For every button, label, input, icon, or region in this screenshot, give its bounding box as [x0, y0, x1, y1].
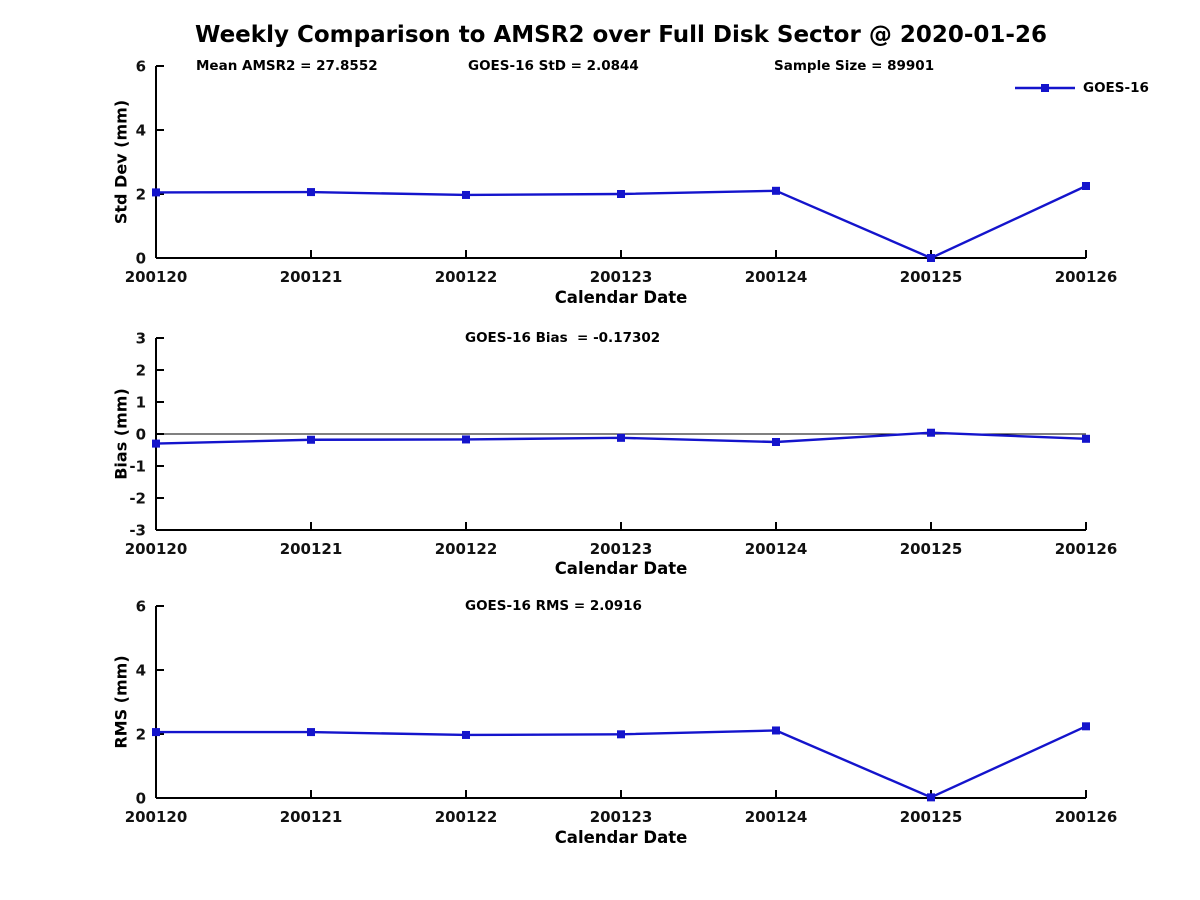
- x-tick-label: 200121: [280, 540, 343, 558]
- y-tick-label: 3: [136, 330, 146, 348]
- x-tick-label: 200124: [745, 808, 808, 826]
- x-axis-label-bias: Calendar Date: [554, 559, 688, 578]
- y-tick-label: -3: [129, 522, 146, 540]
- x-axis-label-rms: Calendar Date: [554, 828, 688, 847]
- x-tick-label: 200126: [1055, 540, 1118, 558]
- y-tick-label: 2: [136, 726, 146, 744]
- x-tick-label: 200126: [1055, 808, 1118, 826]
- data-point-marker: [1082, 182, 1090, 190]
- data-point-marker: [307, 728, 315, 737]
- x-tick-label: 200124: [745, 540, 808, 558]
- figure-title: Weekly Comparison to AMSR2 over Full Dis…: [195, 22, 1047, 48]
- stat-annotation-goes16-std: GOES-16 StD = 2.0844: [468, 58, 639, 74]
- x-tick-label: 200125: [900, 268, 963, 286]
- y-tick-label: 4: [136, 662, 146, 680]
- subplot-rms: 0 2 4 6 200120 200121 200122 200123 200124 200125…: [125, 598, 1118, 827]
- data-point-marker: [617, 730, 625, 739]
- y-tick-label: 6: [136, 598, 146, 616]
- x-tick-label: 200121: [280, 808, 343, 826]
- data-point-marker: [462, 190, 470, 199]
- x-tick-label: 200120: [125, 808, 188, 826]
- x-tick-label: 200120: [125, 268, 188, 286]
- x-tick-label: 200125: [900, 808, 963, 826]
- x-tick-label: 200122: [435, 268, 498, 286]
- x-tick-label: 200126: [1055, 268, 1118, 286]
- y-tick-label: -2: [129, 490, 146, 508]
- y-axis-label-rms: RMS (mm): [111, 655, 131, 749]
- data-point-marker: [152, 439, 160, 448]
- data-point-marker: [462, 435, 470, 444]
- subplot-bias: -3 -2 -1 0 1 2 3 200120 200121 200122 200123 200124…: [125, 330, 1118, 559]
- y-tick-label: 4: [136, 122, 146, 140]
- x-tick-label: 200125: [900, 540, 963, 558]
- y-tick-label: 0: [136, 790, 146, 808]
- y-tick-label: 6: [136, 58, 146, 76]
- y-axis-label-std-dev: Std Dev (mm): [111, 99, 131, 225]
- y-tick-label: 2: [136, 186, 146, 204]
- stat-annotation-mean-amsr2: Mean AMSR2 = 27.8552: [196, 58, 378, 74]
- data-point-marker: [462, 730, 470, 739]
- data-point-marker: [152, 188, 160, 197]
- data-point-marker: [307, 435, 315, 444]
- x-tick-label: 200123: [590, 268, 653, 286]
- data-point-marker: [1082, 434, 1090, 443]
- stat-annotation-goes16-rms: GOES-16 RMS = 2.0916: [465, 598, 642, 614]
- y-tick-label: 2: [136, 362, 146, 380]
- y-tick-label: 0: [136, 250, 146, 268]
- x-tick-label: 200124: [745, 268, 808, 286]
- x-tick-label: 200121: [280, 268, 343, 286]
- x-tick-label: 200123: [590, 808, 653, 826]
- data-point-marker: [927, 793, 935, 802]
- legend-line-marker-icon: [1015, 84, 1075, 92]
- data-point-marker: [617, 190, 625, 198]
- y-axis-label-bias: Bias (mm): [111, 388, 131, 480]
- y-tick-label: -1: [129, 458, 146, 476]
- y-tick-label: 1: [136, 394, 146, 412]
- data-point-marker: [1082, 722, 1090, 731]
- stat-annotation-sample-size: Sample Size = 89901: [774, 58, 935, 74]
- y-tick-label: 0: [136, 426, 146, 444]
- data-point-marker: [927, 254, 935, 262]
- legend: GOES-16: [1015, 80, 1149, 96]
- data-point-marker: [927, 428, 935, 437]
- data-point-marker: [772, 726, 780, 735]
- x-tick-label: 200120: [125, 540, 188, 558]
- data-point-marker: [617, 433, 625, 442]
- data-point-marker: [307, 188, 315, 197]
- data-point-marker: [152, 728, 160, 737]
- data-point-marker: [772, 438, 780, 446]
- x-axis-label-std-dev: Calendar Date: [554, 288, 688, 307]
- data-point-marker: [772, 186, 780, 195]
- legend-label: GOES-16: [1083, 80, 1149, 96]
- x-tick-label: 200123: [590, 540, 653, 558]
- x-tick-label: 200122: [435, 808, 498, 826]
- subplot-std-dev: 0 2 4 6 200120 200121 200122 200123 200124 200125…: [125, 58, 1118, 287]
- stat-annotation-goes16-bias: GOES-16 Bias = -0.17302: [465, 330, 661, 346]
- x-tick-label: 200122: [435, 540, 498, 558]
